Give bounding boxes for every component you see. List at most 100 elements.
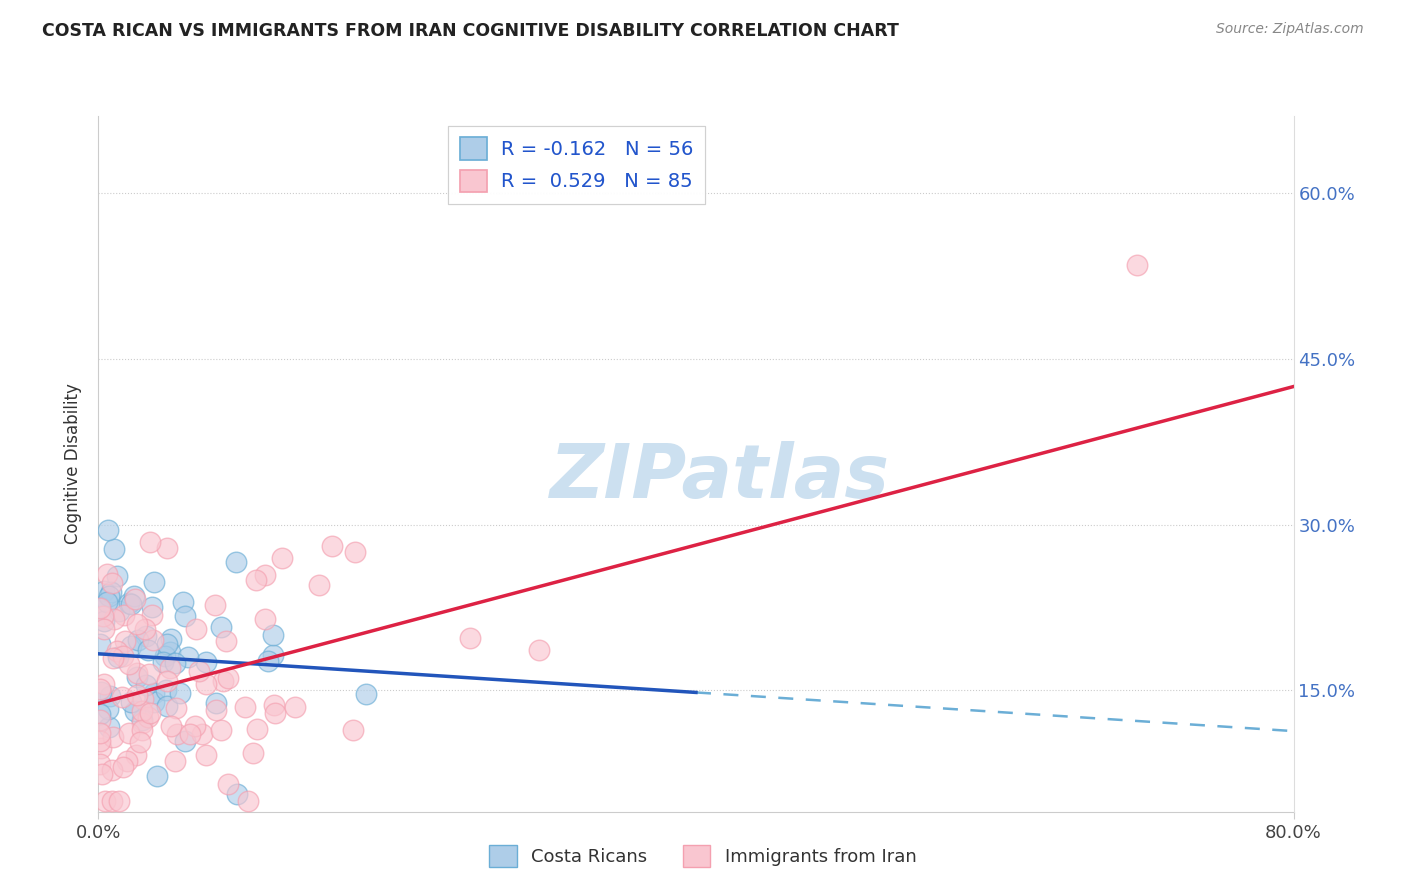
Point	[127, 688, 149, 702]
Point	[257, 654, 280, 668]
Point	[1125, 258, 1147, 272]
Point	[124, 704, 146, 718]
Point	[125, 665, 148, 680]
Point	[187, 664, 209, 678]
Point	[253, 568, 276, 582]
Point	[120, 695, 142, 709]
Point	[89, 713, 111, 727]
Point	[225, 555, 247, 569]
Point	[156, 699, 179, 714]
Point	[89, 600, 111, 615]
Point	[159, 661, 181, 675]
Point	[169, 685, 191, 699]
Point	[93, 614, 115, 628]
Point	[124, 747, 146, 762]
Point	[174, 608, 197, 623]
Point	[118, 726, 141, 740]
Point	[103, 612, 125, 626]
Point	[103, 651, 125, 665]
Point	[136, 709, 159, 723]
Point	[263, 698, 285, 713]
Point	[112, 608, 135, 623]
Point	[97, 702, 120, 716]
Point	[115, 754, 138, 768]
Point	[143, 695, 166, 709]
Point	[194, 748, 217, 763]
Point	[122, 589, 145, 603]
Point	[142, 632, 165, 647]
Point	[111, 690, 134, 705]
Point	[108, 794, 131, 808]
Point	[100, 690, 122, 704]
Point	[93, 794, 115, 808]
Point	[103, 730, 125, 744]
Point	[342, 723, 364, 737]
Point	[93, 622, 115, 636]
Point	[124, 592, 146, 607]
Point	[98, 719, 121, 733]
Point	[460, 631, 482, 645]
Point	[209, 723, 232, 738]
Point	[100, 794, 122, 808]
Point	[89, 599, 111, 614]
Point	[155, 637, 177, 651]
Point	[89, 706, 111, 721]
Text: Source: ZipAtlas.com: Source: ZipAtlas.com	[1216, 22, 1364, 37]
Point	[142, 574, 165, 589]
Point	[264, 706, 287, 720]
Point	[90, 740, 112, 755]
Point	[172, 594, 194, 608]
Point	[217, 777, 239, 791]
Point	[114, 633, 136, 648]
Point	[195, 677, 218, 691]
Point	[89, 637, 111, 651]
Point	[89, 681, 111, 696]
Point	[131, 713, 153, 727]
Point	[245, 573, 267, 587]
Point	[321, 539, 343, 553]
Point	[205, 703, 228, 717]
Text: COSTA RICAN VS IMMIGRANTS FROM IRAN COGNITIVE DISABILITY CORRELATION CHART: COSTA RICAN VS IMMIGRANTS FROM IRAN COGN…	[42, 22, 898, 40]
Point	[308, 577, 330, 591]
Point	[131, 692, 153, 706]
Point	[135, 678, 157, 692]
Point	[120, 597, 142, 611]
Y-axis label: Cognitive Disability: Cognitive Disability	[65, 384, 83, 544]
Point	[184, 719, 207, 733]
Point	[141, 600, 163, 615]
Point	[152, 655, 174, 669]
Point	[146, 769, 169, 783]
Point	[159, 632, 181, 646]
Point	[156, 541, 179, 556]
Point	[165, 700, 187, 714]
Point	[91, 609, 114, 624]
Point	[118, 596, 141, 610]
Legend: Costa Ricans, Immigrants from Iran: Costa Ricans, Immigrants from Iran	[482, 838, 924, 874]
Point	[118, 657, 141, 672]
Point	[215, 633, 238, 648]
Point	[205, 696, 228, 710]
Point	[253, 612, 276, 626]
Point	[211, 673, 233, 688]
Point	[204, 598, 226, 612]
Point	[226, 787, 249, 801]
Point	[120, 640, 142, 654]
Point	[233, 700, 256, 714]
Text: ZIPatlas: ZIPatlas	[550, 442, 890, 515]
Point	[93, 677, 115, 691]
Point	[89, 733, 111, 747]
Point	[89, 757, 111, 772]
Point	[284, 699, 307, 714]
Point	[127, 633, 149, 648]
Point	[100, 763, 122, 777]
Point	[176, 649, 198, 664]
Point	[134, 622, 156, 636]
Point	[138, 667, 160, 681]
Point	[127, 670, 149, 684]
Point	[89, 725, 111, 739]
Point	[191, 726, 214, 740]
Point	[101, 576, 124, 591]
Point	[242, 746, 264, 760]
Point	[105, 569, 128, 583]
Point	[100, 584, 122, 599]
